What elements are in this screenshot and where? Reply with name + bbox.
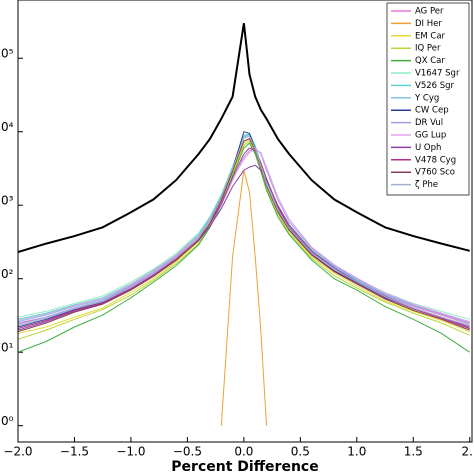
legend-label: V526 Sgr (415, 81, 455, 91)
x-tick-label: 1.0 (347, 445, 366, 459)
x-tick-label: −0.5 (173, 445, 202, 459)
y-tick-label: 0² (1, 267, 14, 281)
y-tick-label: 0¹ (1, 341, 14, 355)
x-tick-label: 2. (462, 445, 473, 459)
series-line (18, 140, 470, 340)
y-tick-label: 0⁴ (1, 120, 14, 134)
legend-label: Y Cyg (414, 93, 439, 103)
x-tick-label: 0.5 (291, 445, 310, 459)
x-tick-label: −2.0 (3, 445, 32, 459)
series-line (18, 147, 470, 325)
series-line (18, 142, 470, 353)
x-axis-label: Percent Difference (171, 459, 318, 474)
x-tick-label: −1.0 (116, 445, 145, 459)
legend-box (386, 2, 470, 196)
series-line (18, 135, 470, 327)
y-tick-label: 0⁰ (1, 414, 14, 428)
x-tick-label: 0.0 (234, 445, 253, 459)
plot-frame (17, 0, 473, 443)
legend-label: AG Per (415, 7, 444, 17)
series-line (220, 170, 267, 426)
series-line (18, 23, 470, 254)
x-tick-label: 1.5 (404, 445, 423, 459)
series-line (18, 138, 470, 333)
legend-label: IQ Per (415, 44, 441, 54)
legend-label: GG Lup (415, 131, 446, 141)
x-tick-label: −1.5 (60, 445, 89, 459)
legend-label: CW Cep (415, 106, 449, 116)
legend-label: U Oph (415, 143, 441, 153)
legend-label: QX Car (415, 56, 445, 66)
series-line (18, 148, 470, 323)
legend-label: V1647 Sgr (415, 69, 460, 79)
legend-label: V760 Sco (415, 168, 455, 178)
legend-label: DI Her (415, 19, 442, 29)
legend-label: ζ Phe (415, 180, 438, 190)
legend-label: V478 Cyg (415, 155, 456, 165)
legend-label: EM Car (415, 31, 446, 41)
series-line (18, 134, 470, 324)
y-tick-label: 0³ (1, 194, 14, 208)
y-tick-label: 0⁵ (1, 47, 14, 61)
legend-label: DR Vul (415, 118, 443, 128)
